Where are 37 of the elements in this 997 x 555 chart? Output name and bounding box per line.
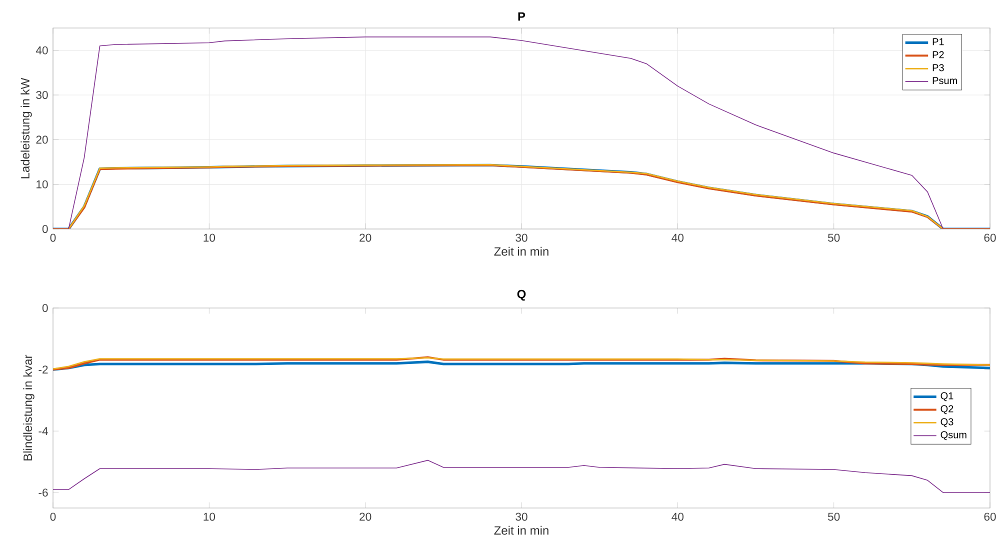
y-axis-title: Ladeleistung in kW — [20, 78, 32, 178]
y-tick-label: 0 — [42, 304, 48, 312]
x-tick-label: 40 — [672, 512, 684, 521]
legend-label: P3 — [932, 64, 944, 72]
legend-label: P2 — [932, 51, 944, 58]
x-tick-label: 0 — [50, 512, 56, 521]
x-tick-label: 60 — [984, 512, 996, 521]
y-tick-label: 10 — [36, 180, 48, 188]
y-tick-label: 0 — [42, 224, 48, 233]
x-tick-label: 40 — [672, 234, 684, 242]
x-axis-title: Zeit in min — [494, 246, 548, 256]
x-tick-label: 0 — [50, 234, 56, 242]
x-axis-title: Zeit in min — [494, 526, 548, 535]
legend-label: Psum — [932, 77, 957, 84]
x-tick-label: 50 — [828, 234, 840, 242]
x-tick-label: 30 — [516, 512, 528, 521]
legend-label: Q3 — [940, 418, 954, 428]
y-tick-label: -2 — [38, 366, 48, 374]
chart-title: Q — [517, 290, 526, 301]
chart-title: P — [518, 12, 526, 21]
x-tick-label: 20 — [360, 234, 372, 242]
x-tick-label: 20 — [360, 512, 372, 521]
y-tick-label: 20 — [36, 136, 48, 144]
y-tick-label: 40 — [36, 46, 48, 54]
x-tick-label: 10 — [204, 234, 216, 242]
legend-label: Q2 — [940, 405, 954, 414]
x-tick-label: 60 — [984, 234, 996, 242]
y-axis-title: Blindleistung in kvar — [23, 354, 34, 460]
x-tick-label: 10 — [204, 512, 216, 521]
x-tick-label: 50 — [828, 512, 840, 521]
x-tick-label: 30 — [516, 234, 528, 242]
y-tick-label: 30 — [36, 90, 48, 100]
y-tick-label: -6 — [38, 488, 48, 497]
legend-label: Qsum — [940, 431, 966, 440]
y-tick-label: -4 — [38, 427, 48, 435]
legend-label: Q1 — [940, 392, 954, 402]
legend-label: P1 — [932, 38, 944, 46]
